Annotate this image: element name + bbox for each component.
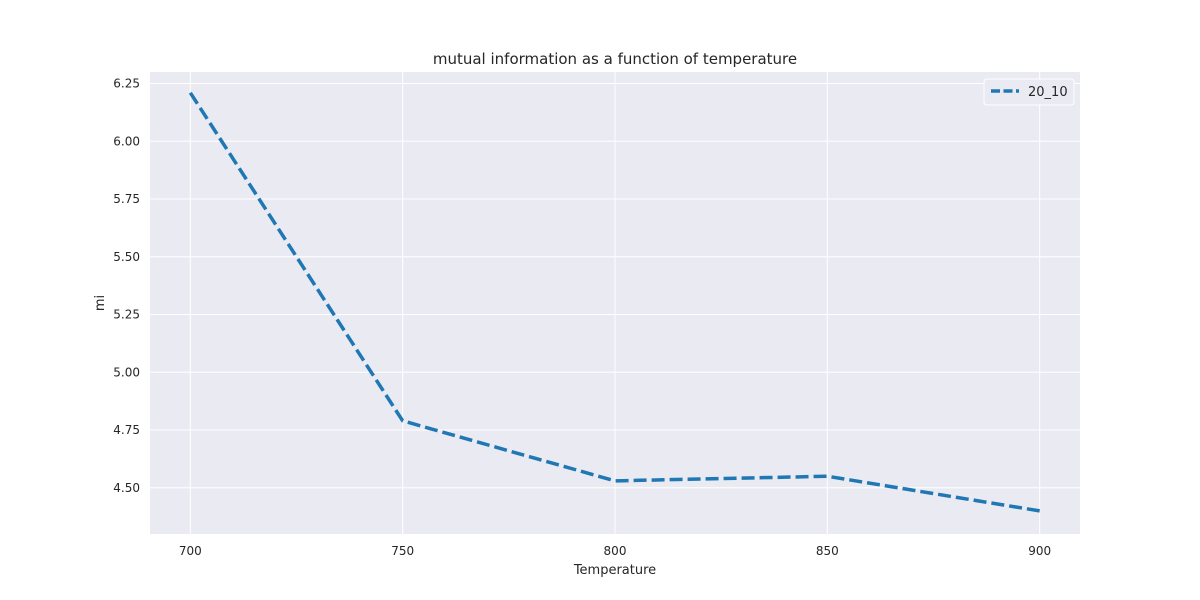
x-tick-label: 750: [391, 544, 414, 558]
y-tick-label: 6.00: [113, 134, 140, 148]
x-tick-labels: 700 750 800 850 900: [179, 544, 1051, 558]
x-tick-label: 700: [179, 544, 202, 558]
legend: 20_10: [983, 78, 1075, 106]
y-tick-labels: 4.50 4.75 5.00 5.25 5.50 5.75 6.00 6.25: [113, 77, 140, 495]
x-tick-label: 900: [1028, 544, 1051, 558]
x-tick-label: 850: [816, 544, 839, 558]
y-tick-label: 5.00: [113, 365, 140, 379]
y-axis-label: mi: [93, 295, 108, 311]
y-tick-label: 5.25: [113, 308, 140, 322]
legend-box: [983, 78, 1075, 106]
legend-label-20_10: 20_10: [1028, 85, 1068, 100]
y-tick-label: 6.25: [113, 77, 140, 91]
chart-title: mutual information as a function of temp…: [433, 50, 797, 68]
y-tick-label: 4.75: [113, 423, 140, 437]
series-line-20_10: [188, 91, 1040, 513]
grid: [150, 72, 1080, 534]
y-tick-label: 4.50: [113, 481, 140, 495]
y-tick-label: 5.75: [113, 192, 140, 206]
series-layer: [188, 91, 1040, 513]
x-tick-label: 800: [604, 544, 627, 558]
x-axis-label: Temperature: [573, 563, 656, 578]
y-tick-label: 5.50: [113, 250, 140, 264]
